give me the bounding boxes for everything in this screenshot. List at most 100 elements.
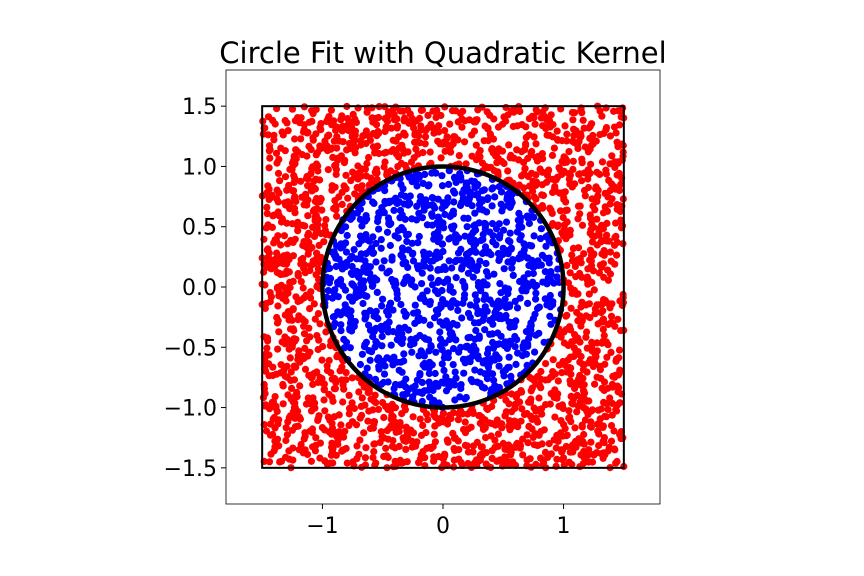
data-point bbox=[434, 278, 442, 286]
data-point bbox=[418, 378, 426, 387]
data-point bbox=[289, 277, 297, 285]
data-point bbox=[316, 124, 324, 132]
data-point bbox=[542, 124, 550, 132]
data-point bbox=[596, 131, 604, 139]
data-point bbox=[464, 269, 472, 277]
data-point bbox=[566, 171, 575, 179]
data-point bbox=[307, 407, 316, 415]
data-point bbox=[402, 311, 410, 319]
data-point bbox=[328, 121, 336, 129]
data-point bbox=[340, 385, 348, 393]
data-point bbox=[436, 220, 444, 228]
data-point bbox=[591, 359, 599, 367]
data-point bbox=[523, 456, 531, 464]
data-point bbox=[543, 301, 551, 309]
data-point bbox=[438, 346, 446, 354]
data-point bbox=[286, 200, 294, 208]
data-point bbox=[567, 418, 575, 426]
data-point bbox=[318, 356, 326, 364]
data-point bbox=[407, 280, 416, 289]
data-point bbox=[600, 318, 608, 326]
data-point bbox=[332, 254, 340, 262]
data-point bbox=[372, 169, 380, 177]
data-point bbox=[345, 410, 353, 418]
data-point bbox=[607, 437, 616, 445]
data-point bbox=[576, 371, 584, 380]
data-point bbox=[551, 413, 559, 421]
data-point bbox=[565, 458, 573, 466]
data-point bbox=[274, 232, 282, 240]
data-point bbox=[507, 372, 515, 380]
data-point bbox=[333, 212, 341, 220]
data-point bbox=[519, 345, 527, 353]
data-point bbox=[598, 339, 606, 347]
data-point bbox=[287, 376, 295, 384]
data-point bbox=[343, 310, 351, 318]
data-point bbox=[562, 326, 570, 334]
data-point bbox=[384, 435, 392, 443]
data-point bbox=[419, 421, 427, 429]
data-point bbox=[498, 420, 506, 428]
data-point bbox=[499, 439, 507, 448]
data-point bbox=[609, 372, 617, 380]
data-point bbox=[265, 164, 273, 172]
data-point bbox=[559, 454, 568, 462]
data-point bbox=[538, 191, 546, 199]
data-point bbox=[426, 148, 434, 156]
data-point bbox=[303, 174, 311, 182]
data-point bbox=[599, 260, 608, 268]
data-point bbox=[471, 458, 479, 467]
data-point bbox=[524, 439, 532, 447]
data-point bbox=[484, 272, 492, 280]
data-point bbox=[304, 212, 312, 220]
data-point bbox=[331, 286, 339, 294]
data-point bbox=[472, 156, 481, 164]
data-point bbox=[421, 387, 429, 395]
data-point bbox=[485, 359, 493, 367]
data-point bbox=[305, 348, 313, 357]
data-point bbox=[592, 183, 600, 191]
data-point bbox=[550, 144, 559, 152]
data-point bbox=[309, 136, 317, 144]
data-point bbox=[363, 108, 371, 116]
data-point bbox=[384, 453, 392, 462]
data-point bbox=[523, 254, 532, 262]
data-point bbox=[515, 181, 523, 189]
data-point bbox=[422, 200, 430, 208]
data-point bbox=[543, 116, 551, 124]
data-point bbox=[523, 361, 531, 369]
y-tick-label: 1.0 bbox=[182, 155, 217, 180]
data-point bbox=[552, 187, 560, 195]
data-point bbox=[333, 353, 341, 361]
data-point bbox=[399, 185, 407, 193]
data-point bbox=[288, 384, 296, 392]
data-point bbox=[571, 424, 579, 432]
data-point bbox=[578, 155, 586, 163]
data-point bbox=[577, 303, 585, 311]
data-point bbox=[387, 415, 395, 423]
data-point bbox=[617, 180, 625, 188]
data-point bbox=[611, 260, 619, 268]
data-point bbox=[395, 442, 403, 450]
data-point bbox=[450, 222, 458, 230]
data-point bbox=[470, 127, 479, 135]
data-point bbox=[291, 174, 299, 182]
data-point bbox=[332, 262, 340, 271]
data-point bbox=[469, 273, 477, 281]
data-point bbox=[585, 446, 593, 454]
data-point bbox=[340, 335, 348, 343]
data-point bbox=[535, 394, 543, 402]
data-point bbox=[369, 249, 378, 257]
data-point bbox=[604, 405, 612, 414]
data-point bbox=[501, 412, 509, 420]
data-point bbox=[287, 368, 295, 376]
data-point bbox=[549, 121, 557, 129]
data-point bbox=[408, 178, 416, 186]
data-point bbox=[409, 257, 418, 265]
data-point bbox=[394, 226, 403, 234]
data-point bbox=[449, 297, 457, 305]
data-point bbox=[441, 265, 449, 273]
data-point bbox=[358, 222, 366, 230]
data-point bbox=[600, 236, 608, 244]
data-point bbox=[507, 244, 515, 252]
